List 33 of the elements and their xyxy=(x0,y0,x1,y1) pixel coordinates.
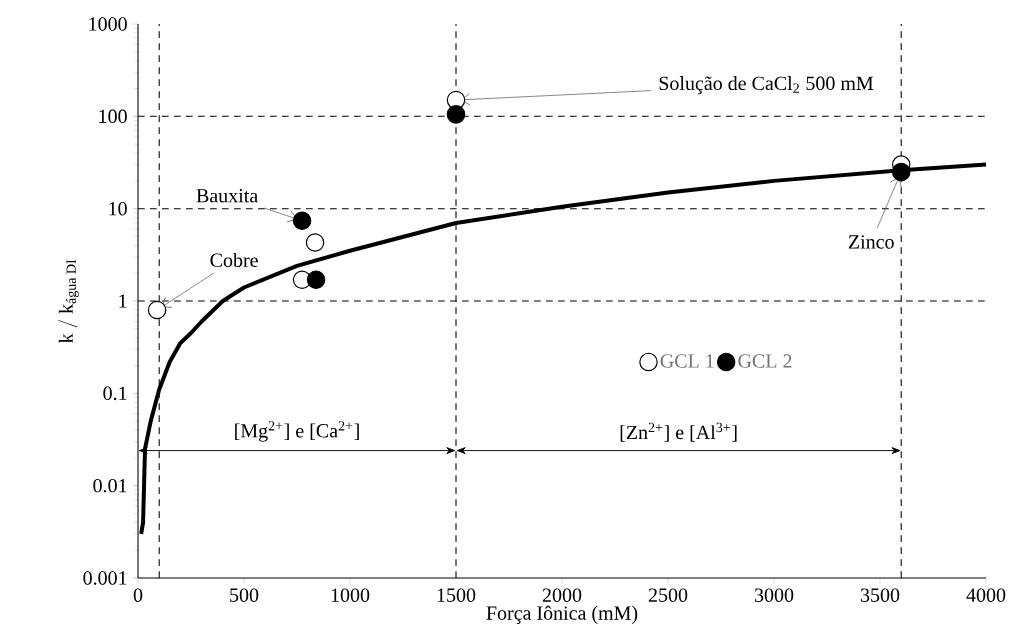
annotation: Bauxita xyxy=(196,189,258,203)
y-tick-label: 0.001 xyxy=(83,571,127,585)
x-tick-label: 4000 xyxy=(966,588,1006,602)
y-tick-label: 10 xyxy=(109,201,127,216)
annotation: [Mg$^{2+}$] e [Ca$^{2+}$] xyxy=(235,421,359,442)
x-tick-label: 1500 xyxy=(437,588,476,602)
x-tick-label: 2000 xyxy=(542,588,582,602)
x-tick-label: 3000 xyxy=(754,588,794,602)
y-tick-label: 100 xyxy=(99,109,127,124)
point xyxy=(138,447,148,455)
legend-label: GCL 2 xyxy=(738,354,792,368)
x-axis-title: Força Iônica (mM) xyxy=(486,605,638,624)
y-axis-title: $\mathrm{k}\ /\ \mathrm{k}_{\text{água DI}}$ xyxy=(58,259,79,344)
annotation: Cobre xyxy=(210,252,258,267)
x-tick-label: 3500 xyxy=(860,588,900,602)
point xyxy=(147,300,167,320)
y-tick-label: 0.01 xyxy=(93,478,127,493)
y-tick-label: 1 xyxy=(119,294,127,308)
point xyxy=(891,162,911,182)
y-tick-label: 1000 xyxy=(89,17,127,31)
point xyxy=(305,233,325,252)
x-tick-label: 2500 xyxy=(648,588,688,602)
annotation: Zinco xyxy=(848,235,894,249)
point xyxy=(446,105,466,124)
x-tick-label: 1000 xyxy=(331,588,370,602)
x-tick-label: 500 xyxy=(230,588,259,602)
point xyxy=(292,211,312,231)
annotation: Solução de CaCl$_{2}$ 500 mM xyxy=(659,76,874,95)
y-tick-label: 0.1 xyxy=(103,386,127,401)
annotation: [Zn$^{2+}$] e [Al$^{3+}$] xyxy=(620,422,737,442)
legend-label: GCL 1 xyxy=(660,354,714,368)
point xyxy=(306,270,326,289)
x-tick-label: 0 xyxy=(133,588,143,602)
